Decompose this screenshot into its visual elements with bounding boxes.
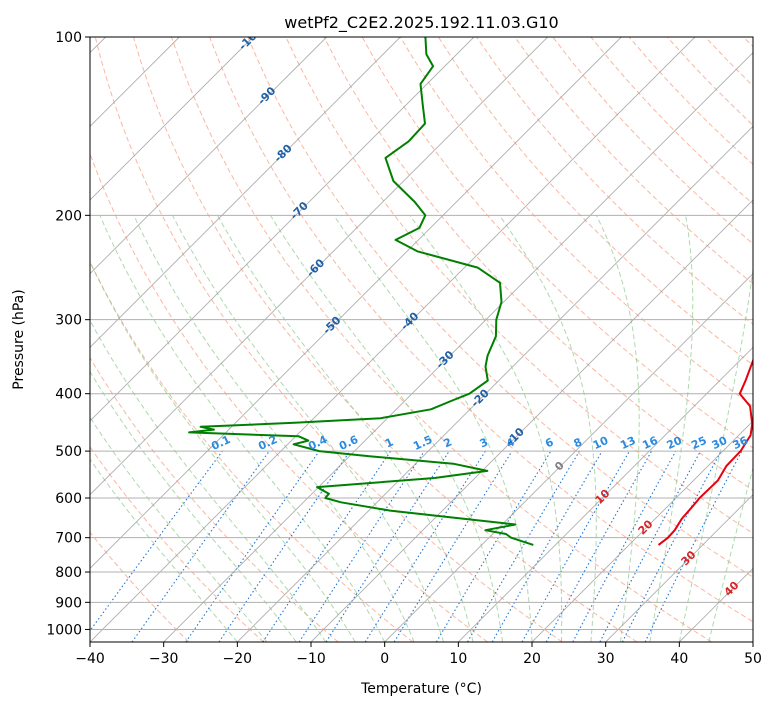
- mixing-ratio-label: 16: [640, 434, 660, 452]
- mixing-ratio-label: 36: [731, 434, 751, 452]
- moist-adiabat-line: [90, 458, 238, 642]
- dry-adiabat-line: [132, 37, 638, 642]
- isotherm-line: [531, 420, 753, 642]
- profiles: [188, 37, 753, 546]
- y-tick-label: 700: [55, 531, 82, 547]
- x-tick-label: 20: [523, 651, 541, 667]
- mixing-ratio-label: 10: [591, 434, 611, 452]
- y-axis-label: Pressure (hPa): [11, 289, 27, 389]
- dry-adiabat-line: [361, 37, 753, 449]
- moist-adiabat-line: [409, 215, 563, 642]
- isotherm-line: [90, 37, 622, 569]
- moist-adiabat-line: [90, 260, 356, 642]
- isotherm-line: [90, 37, 254, 201]
- mixing-ratio-line: [298, 450, 425, 642]
- mixing-ratio-line: [644, 450, 743, 642]
- x-tick-label: −40: [75, 651, 105, 667]
- dry-adiabat-line: [323, 37, 753, 491]
- mixing-ratio-line: [521, 450, 630, 642]
- mixing-ratio-line: [218, 450, 351, 642]
- dry-adiabat-line: [209, 37, 753, 623]
- x-tick-label: −20: [223, 651, 253, 667]
- x-axis-ticks: −40 −30 −20 −10 0 10 20 30 40 50: [75, 642, 762, 667]
- x-tick-label: 10: [449, 651, 467, 667]
- isotherm-line: [90, 37, 696, 642]
- moist-adiabat-line: [270, 215, 503, 642]
- pressure-gridlines: [90, 37, 753, 630]
- dry-adiabat-line: [90, 356, 339, 642]
- x-tick-label: 50: [744, 651, 762, 667]
- dry-adiabat-line: [94, 37, 563, 642]
- mixing-ratio-label: 25: [689, 434, 708, 452]
- isotherm-line: [310, 199, 753, 642]
- isotherm-line: [90, 37, 475, 422]
- dry-adiabats: [90, 37, 753, 642]
- y-tick-label: 600: [55, 491, 82, 507]
- mixing-ratio-line: [545, 450, 653, 642]
- isotherm-line: [458, 346, 753, 642]
- dry-adiabat-line: [514, 37, 753, 285]
- moist-adiabat-line: [90, 416, 268, 642]
- moist-adiabat-line: [499, 215, 597, 642]
- dry-adiabat-line: [399, 37, 753, 407]
- moist-adiabat-line: [678, 265, 753, 642]
- moist-adiabat-line: [90, 319, 327, 642]
- x-tick-label: −10: [296, 651, 326, 667]
- isotherm-line: [605, 494, 753, 642]
- mixing-ratio-label: 20: [665, 434, 685, 452]
- x-tick-label: −30: [149, 651, 179, 667]
- dry-adiabat-line: [90, 446, 264, 642]
- mixing-ratio-line: [393, 450, 513, 642]
- y-tick-label: 1000: [46, 622, 82, 638]
- dry-adiabat-line: [285, 37, 753, 535]
- mixing-ratio-label: 30: [710, 434, 730, 452]
- moist-adiabat-line: [99, 215, 386, 642]
- y-tick-label: 400: [55, 387, 82, 403]
- moist-adiabat-line: [708, 466, 753, 642]
- moist-adiabats: [90, 215, 753, 642]
- mixing-ratio-line: [325, 450, 450, 642]
- isotherm-line: [384, 273, 753, 642]
- dry-adiabat-line: [171, 37, 712, 642]
- plot-frame: [89, 36, 754, 643]
- x-axis-label: Temperature (°C): [360, 681, 482, 697]
- y-tick-label: 500: [55, 444, 82, 460]
- dry-adiabat-line: [437, 37, 753, 366]
- x-tick-label: 0: [380, 651, 389, 667]
- moist-adiabat-line: [90, 370, 297, 642]
- mixing-ratio-line: [185, 450, 320, 642]
- chart-title: wetPf2_C2E2.2025.192.11.03.G10: [284, 13, 558, 33]
- mixing-ratio-lines: [90, 450, 743, 642]
- moist-adiabat-line: [596, 215, 640, 642]
- isotherm-line: [237, 125, 753, 642]
- skewed-isotherms: [90, 37, 753, 642]
- isotherm-line: [163, 52, 753, 642]
- y-tick-label: 800: [55, 565, 82, 581]
- dry-adiabat-line: [90, 152, 488, 642]
- moist-adiabat-line: [133, 215, 415, 642]
- mixing-ratio-label: 13: [618, 434, 637, 452]
- isotherm-line: [90, 37, 401, 348]
- y-tick-label: 200: [55, 208, 82, 224]
- dry-adiabat-line: [90, 531, 190, 642]
- temperature-profile-line: [657, 356, 753, 546]
- dry-adiabat-line: [247, 37, 753, 578]
- mixing-ratio-line: [131, 450, 270, 642]
- moist-adiabat-line: [172, 215, 445, 642]
- y-axis-ticks: 100 200 300 400 500 600 700 800 900 1000: [46, 30, 90, 638]
- y-tick-label: 900: [55, 595, 82, 611]
- mixing-ratio-line: [262, 450, 392, 642]
- x-tick-label: 30: [597, 651, 615, 667]
- isotherm-line: [90, 37, 327, 275]
- y-tick-label: 300: [55, 313, 82, 329]
- mixing-ratio-line: [572, 450, 677, 642]
- mixing-ratio-line: [90, 450, 223, 632]
- isotherm-line: [90, 37, 548, 496]
- dewpoint-profile-line: [188, 37, 534, 546]
- moist-adiabat-line: [649, 215, 694, 642]
- y-tick-label: 100: [55, 30, 82, 46]
- x-tick-label: 40: [670, 651, 688, 667]
